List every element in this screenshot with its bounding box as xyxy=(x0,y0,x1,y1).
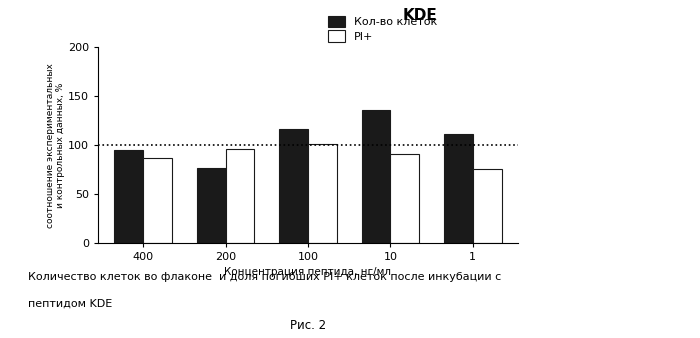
Bar xyxy=(115,150,144,243)
Text: Рис. 2: Рис. 2 xyxy=(290,319,326,332)
Text: Количество клеток во флаконе  и доля погибших PI+ клеток после инкубации с: Количество клеток во флаконе и доля поги… xyxy=(28,272,501,282)
Bar xyxy=(361,110,391,243)
Bar xyxy=(444,134,473,243)
Text: пептидом KDE: пептидом KDE xyxy=(28,299,112,309)
Bar xyxy=(308,144,337,243)
Bar xyxy=(473,169,501,243)
Bar xyxy=(197,168,225,243)
Y-axis label: соотношение экспериментальных
и контрольных данных, %: соотношение экспериментальных и контроль… xyxy=(46,63,65,228)
Text: KDE: KDE xyxy=(402,8,438,23)
Bar xyxy=(279,129,308,243)
X-axis label: Концентрация пептида, нг/мл: Концентрация пептида, нг/мл xyxy=(225,267,391,276)
Legend: Кол-во клеток, PI+: Кол-во клеток, PI+ xyxy=(328,16,438,42)
Bar xyxy=(225,149,255,243)
Bar xyxy=(144,158,172,243)
Bar xyxy=(391,154,419,243)
